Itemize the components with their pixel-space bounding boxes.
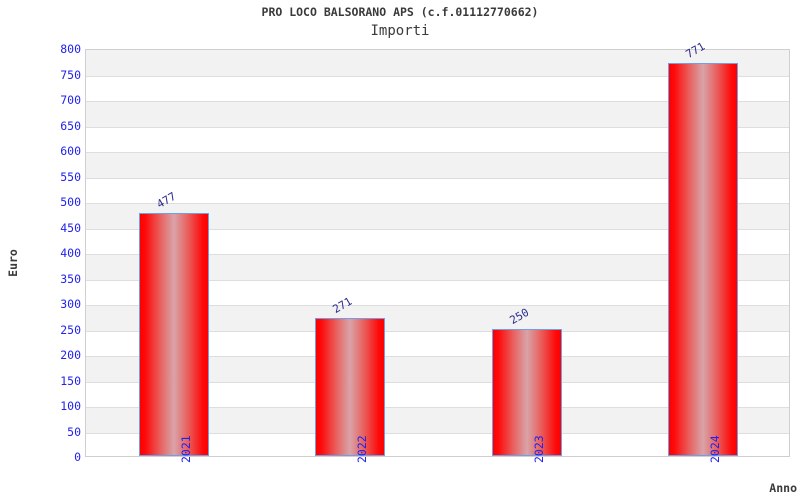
gridline [86, 330, 789, 332]
chart-title: PRO LOCO BALSORANO APS (c.f.01112770662) [261, 5, 539, 19]
y-axis-tick-label: 100 [60, 399, 81, 413]
gridline [86, 381, 789, 383]
gridline [86, 432, 789, 434]
bar[interactable] [491, 328, 562, 456]
x-axis-tick-label: 2024 [707, 435, 722, 463]
y-axis-tick-label: 500 [60, 195, 81, 209]
gridline [86, 254, 789, 255]
y-axis-tick-label: 300 [60, 297, 81, 311]
bar[interactable] [139, 212, 210, 456]
y-axis-tick-label: 750 [60, 67, 81, 82]
bar[interactable] [667, 62, 738, 456]
gridline [86, 126, 789, 128]
x-axis-title: Anno [769, 481, 797, 495]
gridline [86, 101, 789, 102]
y-axis-tick-label: 50 [67, 424, 81, 439]
gridline [86, 203, 789, 204]
bar[interactable] [315, 317, 386, 456]
y-axis-tick-label: 550 [60, 169, 81, 184]
plot-area [85, 49, 790, 457]
y-axis-tick-label: 0 [74, 450, 81, 464]
gridline [86, 305, 789, 306]
y-axis-tick-label: 450 [60, 220, 81, 235]
gridline [86, 228, 789, 230]
chart-subtitle: Importi [370, 23, 430, 39]
y-axis-tick-label: 400 [60, 246, 81, 260]
gridline [86, 177, 789, 179]
y-axis-tick-label: 150 [60, 373, 81, 388]
gridline [86, 75, 789, 77]
x-axis-tick-label: 2021 [179, 435, 194, 463]
y-axis-tick-label: 200 [60, 348, 81, 362]
y-axis-tick-label: 250 [60, 322, 81, 337]
x-axis-tick-label: 2022 [355, 435, 370, 463]
x-axis-tick-label: 2023 [531, 435, 546, 463]
gridline [86, 407, 789, 408]
gridline [86, 279, 789, 281]
gridline [86, 356, 789, 357]
y-axis-tick-label: 350 [60, 271, 81, 286]
y-axis-tick-label: 800 [60, 42, 81, 56]
y-axis-tick-label: 600 [60, 144, 81, 158]
y-axis-tick-label: 700 [60, 93, 81, 107]
gridline [86, 152, 789, 153]
y-axis-tick-label: 650 [60, 118, 81, 133]
y-axis: Euro 0 50 100 150 200 250 300 350 400 450 500 550 60… [0, 0, 81, 500]
